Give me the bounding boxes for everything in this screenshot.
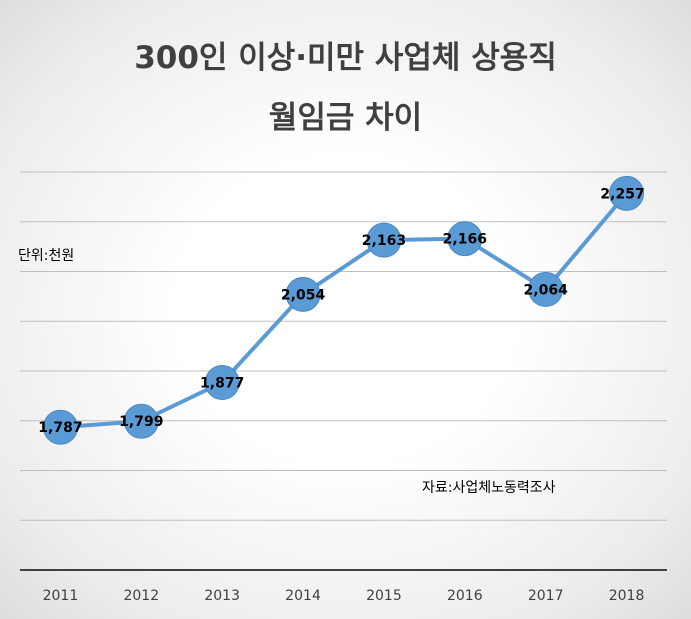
data-point-marker xyxy=(123,403,159,439)
data-label: 2,257 xyxy=(600,186,644,202)
data-label: 2,054 xyxy=(281,287,326,303)
source-note: 자료:사업체노동력조사 xyxy=(422,480,556,496)
chart-title-line-1: 300인 이상·미만 사업체 상용직 xyxy=(134,40,557,76)
data-label: 1,799 xyxy=(119,414,163,430)
data-point-marker xyxy=(609,175,645,211)
data-point-marker xyxy=(366,222,402,258)
x-tick-label: 2014 xyxy=(285,588,321,604)
x-tick-label: 2011 xyxy=(43,588,79,604)
data-labels: 1,787 1,799 1,877 2,054 2,163 2,166 2,064 2,257 xyxy=(38,186,644,436)
data-point-marker xyxy=(528,271,564,307)
chart-title-line-2: 월임금 차이 xyxy=(268,100,423,136)
data-label: 2,166 xyxy=(443,232,487,248)
gridlines xyxy=(20,171,667,521)
x-tick-label: 2013 xyxy=(204,588,240,604)
data-label: 2,163 xyxy=(362,233,406,249)
x-tick-label: 2017 xyxy=(528,588,564,604)
x-tick-label: 2016 xyxy=(447,588,483,604)
data-label: 2,064 xyxy=(524,282,569,298)
data-point-marker xyxy=(42,409,78,445)
series-line-group xyxy=(60,192,629,430)
markers xyxy=(42,175,645,445)
x-tick-label: 2012 xyxy=(123,588,159,604)
data-point-marker xyxy=(285,276,321,312)
data-point-marker xyxy=(447,221,483,257)
x-tick-label: 2015 xyxy=(366,588,402,604)
data-point-marker xyxy=(204,364,240,400)
x-axis: 2011 2012 2013 2014 2015 2016 2017 2018 xyxy=(20,569,667,604)
unit-note: 단위:천원 xyxy=(18,248,75,264)
data-label: 1,877 xyxy=(200,375,244,391)
x-tick-label: 2018 xyxy=(609,588,645,604)
data-label: 1,787 xyxy=(38,420,82,436)
series-line xyxy=(60,192,629,430)
